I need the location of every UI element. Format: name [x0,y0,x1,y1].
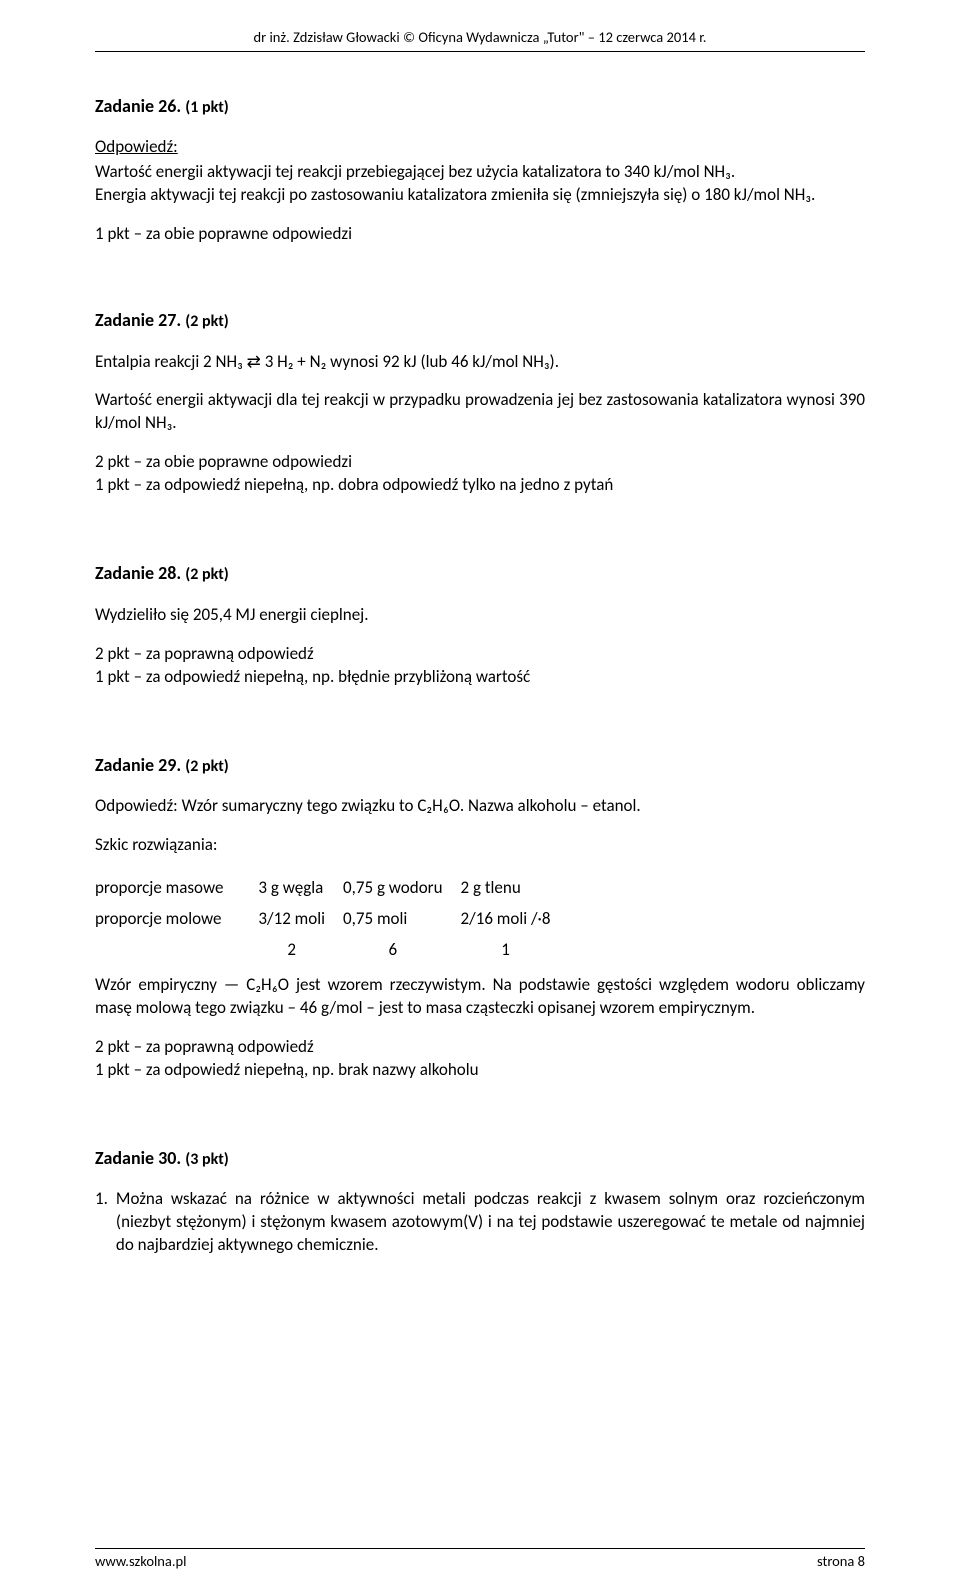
task-points: (2 pkt) [185,757,228,776]
task-27-line1: Entalpia reakcji 2 NH₃ ⇄ 3 H₂ + N₂ wynos… [95,351,865,374]
cell-value: 0,75 moli [343,904,461,935]
task-29-sketch-label: Szkic rozwiązania: [95,834,865,857]
task-28: Zadanie 28. (2 pkt) Wydzieliło się 205,4… [95,561,865,688]
list-text: Można wskazać na różnice w aktywności me… [116,1188,865,1257]
task-30: Zadanie 30. (3 pkt) 1. Można wskazać na … [95,1146,865,1257]
task-27-scoring1: 2 pkt – za obie poprawne odpowiedzi [95,451,865,474]
footer-url: www.szkolna.pl [95,1552,186,1572]
cell-value: 2 g tlenu [461,873,569,904]
task-30-title: Zadanie 30. (3 pkt) [95,1146,865,1171]
table-row: proporcje molowe 3/12 moli 0,75 moli 2/1… [95,904,568,935]
answer-label: Odpowiedź: [95,136,865,159]
task-28-scoring2: 1 pkt – za odpowiedź niepełną, np. błędn… [95,666,865,689]
task-27-line2: Wartość energii aktywacji dla tej reakcj… [95,389,865,435]
task-28-title: Zadanie 28. (2 pkt) [95,561,865,586]
table-row: proporcje masowe 3 g węgla 0,75 g wodoru… [95,873,568,904]
cell-value: 6 [343,935,461,966]
task-29: Zadanie 29. (2 pkt) Odpowiedź: Wzór suma… [95,753,865,1082]
task-title-text: Zadanie 26. [95,95,181,117]
cell-value: 0,75 g wodoru [343,873,461,904]
task-29-scoring2: 1 pkt – za odpowiedź niepełną, np. brak … [95,1059,865,1082]
task-29-empirical: Wzór empiryczny — C₂H₆O jest wzorem rzec… [95,974,865,1020]
cell-label: proporcje molowe [95,904,258,935]
task-26-title: Zadanie 26. (1 pkt) [95,94,865,119]
cell-value: 2/16 moli /·8 [461,904,569,935]
footer-page: strona 8 [817,1552,865,1572]
task-26-line2: Energia aktywacji tej reakcji po zastoso… [95,184,865,207]
task-26-line1: Wartość energii aktywacji tej reakcji pr… [95,161,865,184]
page-footer: www.szkolna.pl strona 8 [95,1526,865,1572]
task-30-item1: 1. Można wskazać na różnice w aktywności… [95,1188,865,1257]
task-28-line1: Wydzieliło się 205,4 MJ energii cieplnej… [95,604,865,627]
task-title-text: Zadanie 30. [95,1147,181,1169]
proportions-table: proporcje masowe 3 g węgla 0,75 g wodoru… [95,873,568,966]
task-26-scoring: 1 pkt – za obie poprawne odpowiedzi [95,223,865,246]
task-title-text: Zadanie 28. [95,562,181,584]
task-title-text: Zadanie 27. [95,309,181,331]
task-29-title: Zadanie 29. (2 pkt) [95,753,865,778]
task-points: (1 pkt) [185,98,228,117]
header-rule [95,51,865,52]
cell-label [95,935,258,966]
task-29-scoring1: 2 pkt – za poprawną odpowiedź [95,1036,865,1059]
footer-rule [95,1548,865,1549]
task-points: (2 pkt) [185,565,228,584]
list-number: 1. [95,1188,116,1257]
task-points: (2 pkt) [185,312,228,331]
cell-label: proporcje masowe [95,873,258,904]
task-title-text: Zadanie 29. [95,754,181,776]
task-27-scoring2: 1 pkt – za odpowiedź niepełną, np. dobra… [95,474,865,497]
table-row: 2 6 1 [95,935,568,966]
task-28-scoring1: 2 pkt – za poprawną odpowiedź [95,643,865,666]
cell-value: 1 [461,935,569,966]
task-26: Zadanie 26. (1 pkt) Odpowiedź: Wartość e… [95,94,865,246]
cell-value: 3 g węgla [258,873,343,904]
cell-value: 2 [258,935,343,966]
task-27: Zadanie 27. (2 pkt) Entalpia reakcji 2 N… [95,308,865,497]
task-27-title: Zadanie 27. (2 pkt) [95,308,865,333]
page-header: dr inż. Zdzisław Głowacki © Oficyna Wyda… [95,28,865,48]
task-29-answer: Odpowiedź: Wzór sumaryczny tego związku … [95,795,865,818]
task-points: (3 pkt) [185,1150,228,1169]
cell-value: 3/12 moli [258,904,343,935]
